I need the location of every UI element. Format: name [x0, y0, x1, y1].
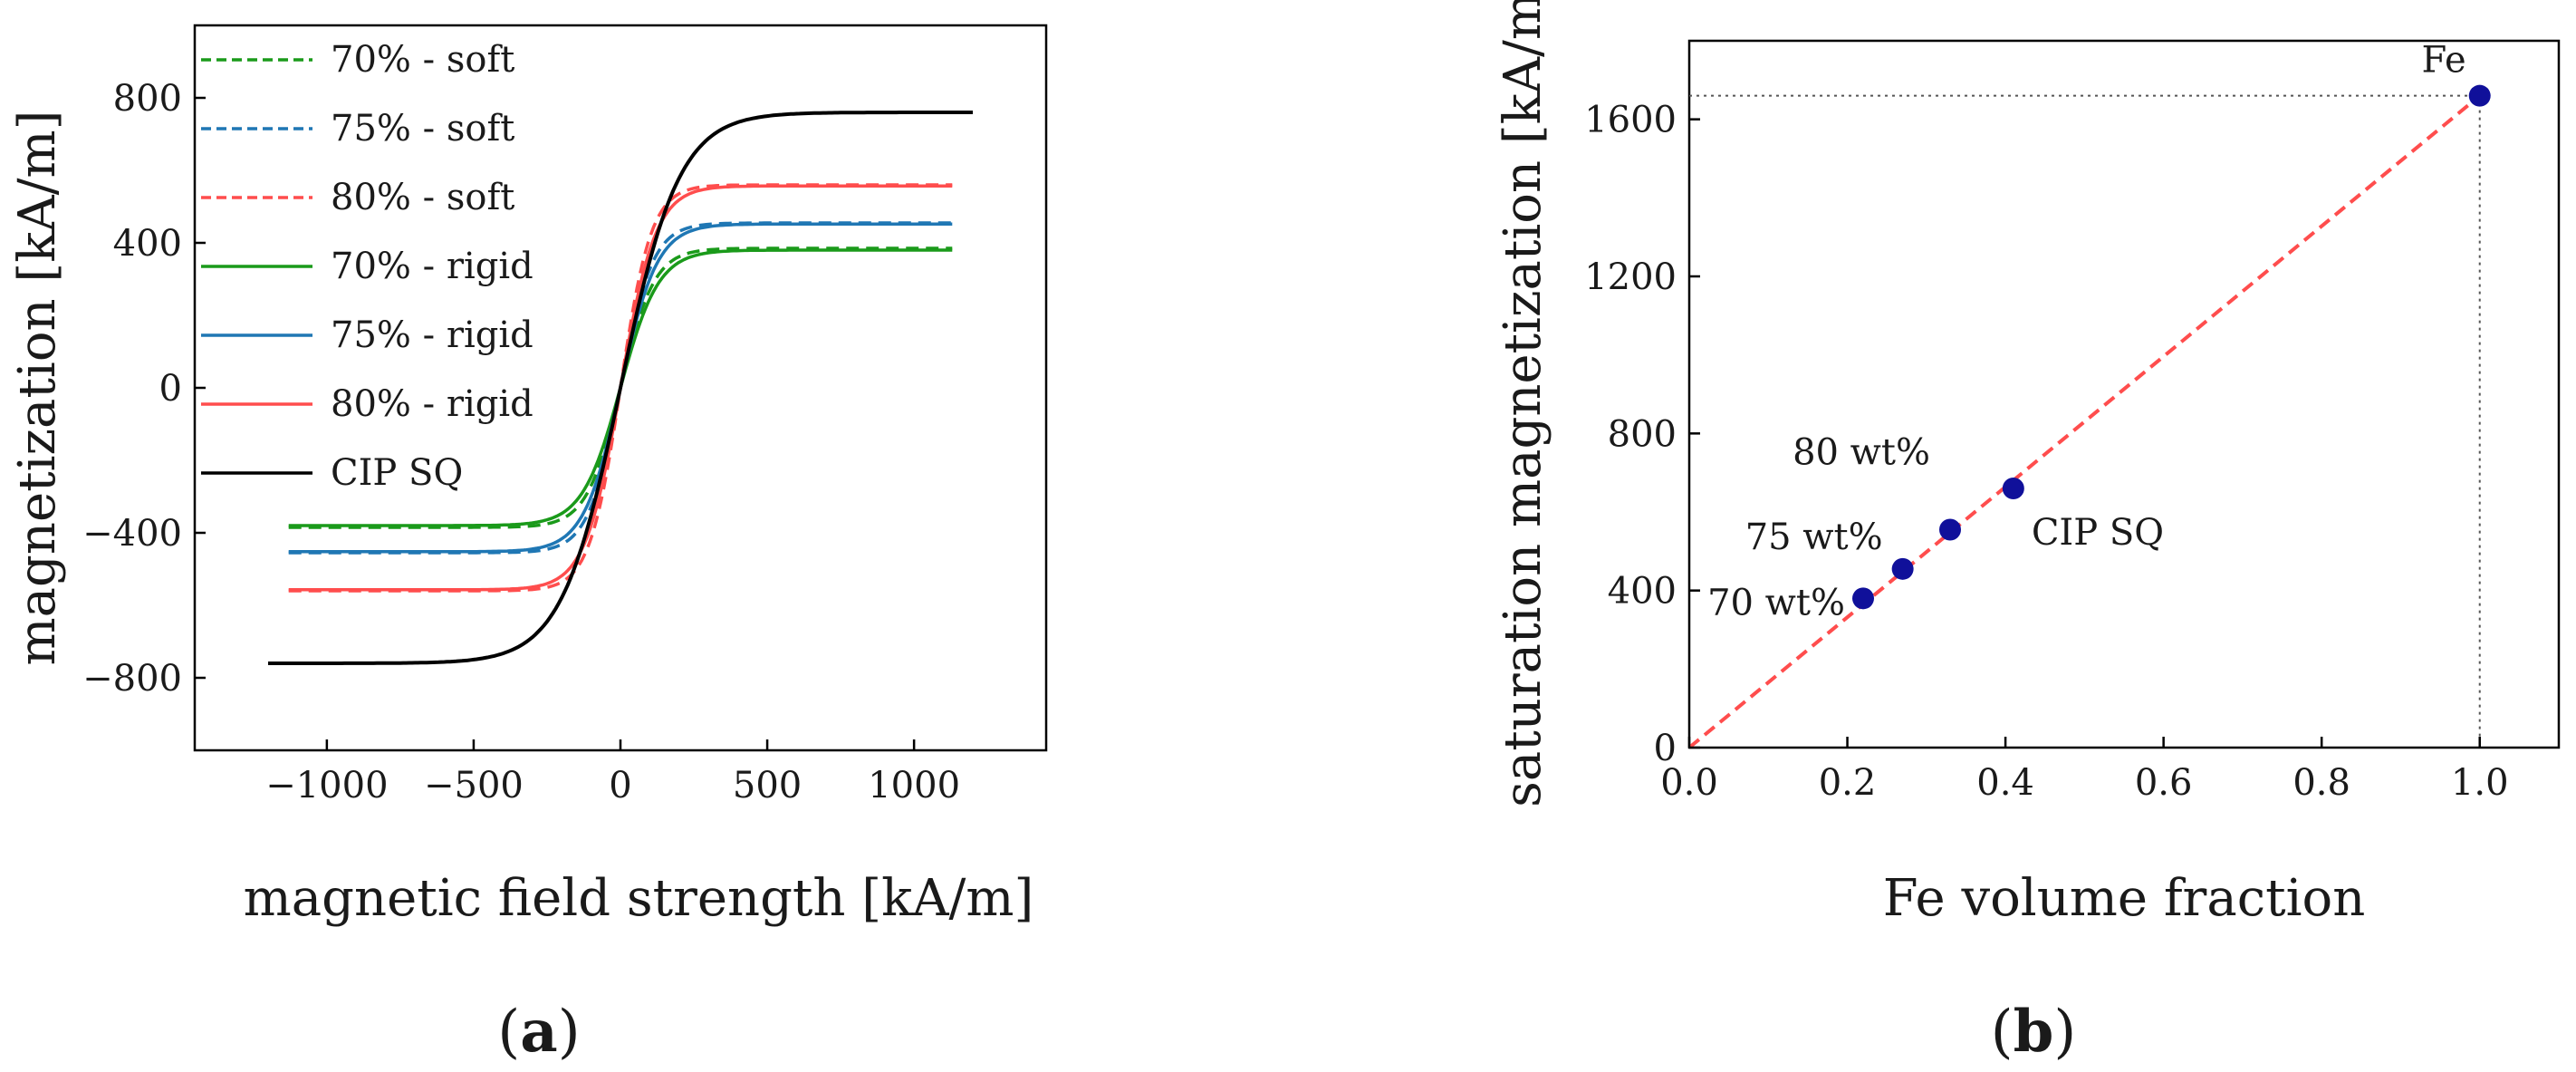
panel-b-y-axis-ticks: 0 400 800 1200 1600 — [1584, 100, 1700, 769]
panel-a-x-tick-label: 1000 — [868, 765, 960, 806]
panel-a-label: (a) — [497, 998, 580, 1066]
panel-b-point-label: 70 wt% — [1707, 582, 1845, 623]
panel-b-saturation-scatter: 0 400 800 1200 1600 0.0 0.2 0.4 0.6 0.8 1.0 70 wt… — [1494, 0, 2561, 1066]
panel-a-legend-label: 80% - soft — [331, 177, 514, 218]
panel-b-data-points — [1852, 84, 2491, 610]
panel-a-legend-label: 80% - rigid — [331, 383, 533, 425]
panel-b-label-letter: b — [2014, 998, 2054, 1066]
panel-a-legend-label: 75% - rigid — [331, 314, 533, 356]
panel-b-y-tick-label: 1200 — [1584, 256, 1677, 298]
panel-b-fit-line — [1687, 94, 2481, 749]
panel-a-x-axis-title: magnetic field strength [kA/m] — [244, 869, 1034, 928]
panel-b-x-axis-title: Fe volume fraction — [1883, 869, 2366, 928]
panel-a-series-lines — [268, 111, 973, 665]
panel-a-legend: 70% - soft 75% - soft 80% - soft 70% - rigi… — [201, 39, 533, 494]
panel-a-magnetization-curves: −800 −400 0 400 800 −1000 −500 0 500 1000 70% - … — [8, 24, 1048, 1066]
panel-a-y-tick-label: 400 — [113, 223, 182, 265]
panel-a-x-tick-label: −500 — [424, 765, 524, 806]
panel-b-x-tick-label: 0.4 — [1976, 762, 2034, 804]
panel-a-x-tick-label: 0 — [609, 765, 631, 806]
panel-b-point-80-wt- — [1939, 518, 1961, 541]
panel-b-point-label: 80 wt% — [1793, 432, 1930, 474]
panel-a-legend-label: CIP SQ — [331, 452, 463, 494]
panel-b-label: (b) — [1991, 998, 2077, 1066]
panel-a-legend-label: 75% - soft — [331, 108, 514, 150]
panel-a-x-tick-label: −1000 — [265, 765, 388, 806]
panel-b-y-axis-title: saturation magnetization [kA/m] — [1494, 0, 1552, 807]
panel-b-point-labels: 70 wt% 75 wt% 80 wt% CIP SQ Fe — [1707, 40, 2466, 624]
panel-b-point-70-wt- — [1852, 587, 1874, 610]
panel-b-y-tick-label: 400 — [1608, 571, 1677, 613]
panel-a-y-tick-label: −400 — [82, 513, 182, 555]
panel-b-point-cip-sq — [2002, 478, 2024, 499]
panel-b-point-label: CIP SQ — [2032, 512, 2164, 554]
panel-b-point-75-wt- — [1891, 557, 1914, 580]
panel-b-y-tick-label: 800 — [1608, 413, 1677, 455]
panel-b-y-tick-label: 1600 — [1584, 100, 1677, 141]
panel-b-x-axis-ticks: 0.0 0.2 0.4 0.6 0.8 1.0 — [1660, 737, 2509, 804]
panel-b-plot-frame — [1687, 39, 2561, 749]
panel-a-legend-label: 70% - rigid — [331, 246, 533, 287]
panel-b-reference-lines — [1689, 94, 2481, 748]
panel-a-y-tick-label: 0 — [159, 368, 182, 410]
panel-a-series-line-7 — [268, 111, 973, 665]
panel-a-label-letter: a — [520, 998, 557, 1066]
panel-a-x-axis-ticks: −1000 −500 0 500 1000 — [265, 739, 960, 806]
panel-b-linear-fit-line — [1687, 94, 2481, 749]
panel-b-x-tick-label: 0.8 — [2292, 762, 2350, 804]
panel-b-x-tick-label: 0.0 — [1660, 762, 1718, 804]
panel-b-point-label: 75 wt% — [1745, 517, 1883, 558]
panel-b-point-fe — [2468, 84, 2491, 107]
panel-b-x-tick-label: 0.6 — [2135, 762, 2193, 804]
panel-a-y-axis-title: magnetization [kA/m] — [8, 111, 67, 666]
panel-a-legend-label: 70% - soft — [331, 39, 514, 81]
panel-b-y-tick-label: 0 — [1654, 728, 1677, 769]
panel-b-x-tick-label: 1.0 — [2451, 762, 2509, 804]
panel-a-y-tick-label: 800 — [113, 78, 182, 120]
panel-b-x-tick-label: 0.2 — [1819, 762, 1877, 804]
panel-b-point-label: Fe — [2421, 40, 2465, 82]
panel-a-y-axis-ticks: −800 −400 0 400 800 — [82, 78, 206, 700]
panel-a-y-tick-label: −800 — [82, 658, 182, 700]
panel-a-x-tick-label: 500 — [733, 765, 802, 806]
